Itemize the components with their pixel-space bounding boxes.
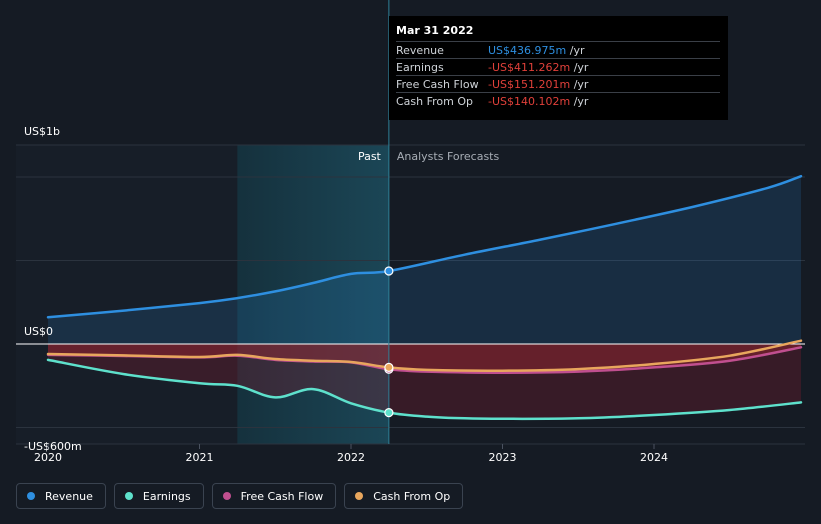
revenue-line xyxy=(46,174,803,319)
earnings-area xyxy=(48,344,801,419)
x-tick-label: 2023 xyxy=(489,451,517,464)
tooltip-unit: /yr xyxy=(570,95,589,108)
revenue-area xyxy=(48,176,801,344)
tooltip-value-group: -US$411.262m /yr xyxy=(488,61,588,74)
chart-legend: Revenue Earnings Free Cash Flow Cash Fro… xyxy=(16,483,464,511)
tooltip-value: -US$411.262m xyxy=(488,61,571,74)
legend-label: Cash From Op xyxy=(373,489,451,503)
x-tick-label: 2022 xyxy=(337,451,365,464)
cash-from-op-marker xyxy=(384,362,394,372)
data-tooltip: Mar 31 2022 Revenue US$436.975m /yr Earn… xyxy=(389,16,728,120)
tooltip-label: Revenue xyxy=(396,44,444,57)
revenue-marker xyxy=(384,266,394,276)
tooltip-label: Cash From Op xyxy=(396,95,474,108)
tooltip-unit: /yr xyxy=(570,78,589,91)
legend-label: Earnings xyxy=(142,489,191,503)
legend-label: Revenue xyxy=(45,489,93,503)
tooltip-date: Mar 31 2022 xyxy=(396,24,474,37)
y-tick-label: -US$600m xyxy=(24,440,82,453)
legend-item-earnings[interactable]: Earnings xyxy=(113,483,204,509)
tooltip-unit: /yr xyxy=(570,61,589,74)
x-tick-label: 2020 xyxy=(34,451,62,464)
legend-label: Free Cash Flow xyxy=(240,489,324,503)
y-tick-label: US$0 xyxy=(24,325,53,338)
legend-dot-icon xyxy=(124,492,133,500)
free-cash-flow-area xyxy=(48,344,801,373)
tooltip-value: -US$151.201m xyxy=(488,78,571,91)
legend-dot-icon xyxy=(27,492,35,500)
tooltip-value-group: US$436.975m /yr xyxy=(488,44,585,57)
legend-dot-icon xyxy=(222,492,231,500)
tooltip-row-cash-from-op: Cash From Op -US$140.102m /yr xyxy=(396,92,720,110)
y-tick-label: US$1b xyxy=(24,125,60,138)
tooltip-unit: /yr xyxy=(566,44,585,57)
legend-dot-icon xyxy=(355,492,364,500)
past-label: Past xyxy=(358,150,382,163)
tooltip-value-group: -US$140.102m /yr xyxy=(488,95,588,108)
forecast-label: Analysts Forecasts xyxy=(397,150,500,163)
tooltip-label: Earnings xyxy=(396,61,444,74)
earnings-marker xyxy=(384,408,394,418)
tooltip-value: -US$140.102m xyxy=(488,95,571,108)
tooltip-value: US$436.975m xyxy=(488,44,567,57)
x-tick-label: 2021 xyxy=(186,451,214,464)
legend-item-revenue[interactable]: Revenue xyxy=(16,483,106,509)
cash-from-op-line xyxy=(46,339,803,372)
legend-item-free-cash-flow[interactable]: Free Cash Flow xyxy=(211,483,337,509)
tooltip-label: Free Cash Flow xyxy=(396,78,479,91)
tooltip-row-earnings: Earnings -US$411.262m /yr xyxy=(396,58,720,76)
tooltip-value-group: -US$151.201m /yr xyxy=(488,78,588,91)
legend-item-cash-from-op[interactable]: Cash From Op xyxy=(344,483,464,509)
tooltip-row-free-cash-flow: Free Cash Flow -US$151.201m /yr xyxy=(396,75,720,93)
tooltip-row-revenue: Revenue US$436.975m /yr xyxy=(396,41,720,59)
x-tick-label: 2024 xyxy=(640,451,668,464)
